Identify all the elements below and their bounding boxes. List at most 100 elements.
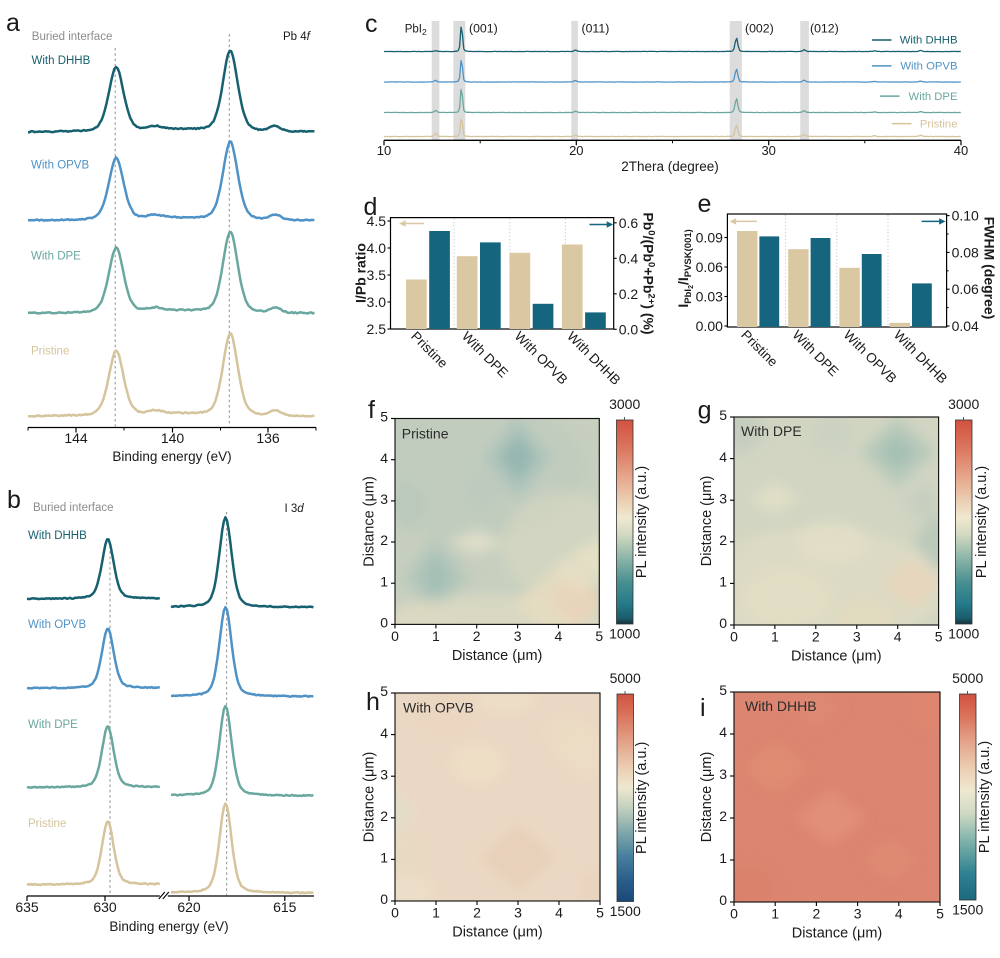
svg-text:Distance (μm): Distance (μm) [791, 649, 882, 665]
svg-text:PL intensity (a.u.): PL intensity (a.u.) [634, 466, 650, 578]
svg-text:Binding energy (eV): Binding energy (eV) [109, 919, 228, 934]
svg-text:2.5: 2.5 [367, 321, 387, 337]
svg-text:Buried interface: Buried interface [33, 502, 114, 514]
svg-text:With DHHB: With DHHB [28, 530, 87, 542]
svg-text:With OPVB: With OPVB [28, 619, 86, 631]
svg-text:5: 5 [719, 682, 727, 698]
svg-text:3: 3 [719, 490, 727, 506]
svg-text:Distance (μm): Distance (μm) [362, 476, 378, 567]
svg-text:30: 30 [761, 143, 775, 158]
svg-text:1: 1 [771, 906, 779, 922]
svg-text:With DPE: With DPE [789, 327, 841, 379]
svg-text:4: 4 [719, 724, 727, 740]
svg-text:3: 3 [854, 906, 862, 922]
svg-text:(012): (012) [810, 22, 839, 36]
svg-text:With DPE: With DPE [741, 423, 802, 439]
svg-text:620: 620 [177, 899, 201, 915]
svg-text:Distance (μm): Distance (μm) [699, 476, 715, 567]
svg-text:h: h [366, 688, 380, 716]
svg-text:5: 5 [596, 905, 604, 921]
svg-text:1: 1 [432, 905, 440, 921]
svg-text:Pristine: Pristine [28, 818, 66, 830]
svg-text:With DPE: With DPE [31, 251, 81, 263]
svg-text:Pristine: Pristine [920, 118, 958, 130]
svg-text:4: 4 [555, 628, 563, 644]
svg-text:2: 2 [380, 532, 388, 548]
svg-text:3: 3 [853, 629, 861, 645]
svg-text:3: 3 [380, 491, 388, 507]
svg-text:With OPVB: With OPVB [512, 329, 571, 388]
svg-text:0: 0 [730, 629, 738, 645]
svg-text:0: 0 [391, 905, 399, 921]
svg-text:0: 0 [380, 615, 388, 631]
svg-text:(001): (001) [469, 22, 498, 36]
svg-text:2: 2 [812, 629, 820, 645]
svg-text:1: 1 [432, 628, 440, 644]
svg-text:I/Pb ratio: I/Pb ratio [353, 243, 369, 303]
svg-text:Binding energy (eV): Binding energy (eV) [112, 449, 231, 464]
svg-text:0.03: 0.03 [696, 289, 723, 305]
svg-text:Pristine: Pristine [408, 329, 450, 371]
svg-text:Buried interface: Buried interface [32, 31, 113, 43]
svg-text:With OPVB: With OPVB [31, 160, 89, 172]
svg-text:4.0: 4.0 [367, 240, 387, 256]
svg-text:a: a [6, 9, 20, 37]
svg-text:0.0: 0.0 [619, 321, 639, 337]
svg-text:(002): (002) [745, 22, 774, 36]
svg-text:(011): (011) [582, 22, 610, 36]
svg-text:2: 2 [719, 532, 727, 548]
svg-text:630: 630 [93, 899, 117, 915]
svg-text:1: 1 [719, 574, 727, 590]
svg-text:Distance (μm): Distance (μm) [452, 648, 543, 664]
svg-text:PbI2: PbI2 [405, 24, 427, 38]
svg-text:5: 5 [936, 906, 944, 922]
svg-text:1: 1 [380, 850, 388, 866]
svg-text:With OPVB: With OPVB [403, 700, 474, 716]
svg-text:1: 1 [719, 850, 727, 866]
svg-text:Pb 4f: Pb 4f [283, 31, 312, 43]
svg-text:0: 0 [719, 615, 727, 631]
svg-text:635: 635 [15, 899, 39, 915]
svg-text:136: 136 [256, 430, 280, 446]
svg-text:IPbI2/IPVSK(001): IPbI2/IPVSK(001) [675, 229, 695, 307]
svg-text:0.00: 0.00 [696, 318, 723, 334]
svg-text:Distance (μm): Distance (μm) [699, 752, 715, 843]
svg-text:Pristine: Pristine [31, 346, 69, 358]
svg-text:4: 4 [894, 629, 902, 645]
svg-text:140: 140 [161, 430, 185, 446]
svg-text:Pb0/(Pb0+Pb2+) (%): Pb0/(Pb0+Pb2+) (%) [641, 212, 657, 334]
svg-text:c: c [365, 10, 378, 38]
svg-text:10: 10 [377, 143, 391, 158]
svg-text:0: 0 [719, 892, 727, 908]
svg-text:2: 2 [473, 905, 481, 921]
svg-text:With DPE: With DPE [459, 329, 511, 381]
svg-text:f: f [368, 396, 375, 424]
svg-text:5: 5 [935, 629, 943, 645]
svg-text:0.4: 0.4 [619, 250, 639, 266]
svg-text:3.5: 3.5 [367, 267, 387, 283]
svg-text:3: 3 [514, 628, 522, 644]
svg-text:With DPE: With DPE [909, 91, 958, 103]
svg-text:FWHM (degree): FWHM (degree) [982, 217, 998, 320]
svg-text:Distance (μm): Distance (μm) [362, 752, 378, 843]
svg-text:3000: 3000 [609, 396, 640, 412]
svg-text:0.09: 0.09 [696, 230, 723, 246]
svg-text:3.0: 3.0 [367, 294, 387, 310]
svg-text:3: 3 [514, 905, 522, 921]
svg-text:i: i [700, 694, 706, 722]
svg-text:With DPE: With DPE [28, 719, 78, 731]
svg-text:0: 0 [730, 906, 738, 922]
svg-text:5: 5 [380, 409, 388, 425]
svg-text:4: 4 [380, 725, 388, 741]
svg-text:b: b [7, 486, 21, 514]
svg-text:4: 4 [380, 450, 388, 466]
svg-text:0.06: 0.06 [696, 259, 723, 275]
svg-text:2: 2 [813, 906, 821, 922]
svg-text:1000: 1000 [948, 626, 979, 642]
svg-text:0.06: 0.06 [952, 281, 979, 297]
svg-text:3: 3 [719, 766, 727, 782]
svg-text:5: 5 [380, 683, 388, 699]
svg-text:With OPVB: With OPVB [841, 327, 900, 386]
svg-text:0.6: 0.6 [619, 215, 639, 231]
svg-text:2: 2 [473, 628, 481, 644]
